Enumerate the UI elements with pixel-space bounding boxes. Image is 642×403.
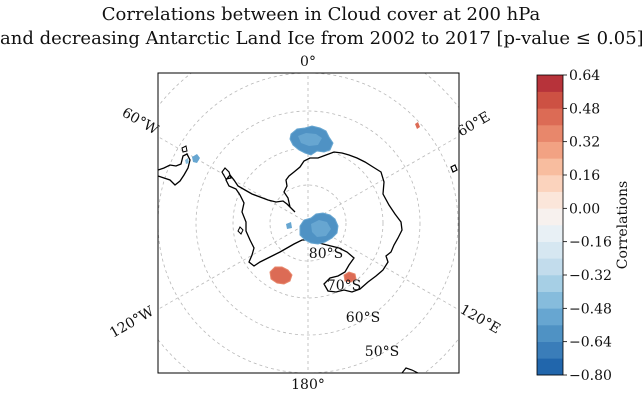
- colorbar-segment-11: [537, 175, 563, 192]
- lon-label-60e: 60°E: [455, 109, 493, 140]
- colorbar-segment-4: [537, 292, 563, 309]
- colorbar-segment-15: [537, 108, 563, 125]
- colorbar-segment-16: [537, 92, 563, 109]
- colorbar-tick-label-9: −0.80: [569, 368, 612, 384]
- colorbar-segment-12: [537, 158, 563, 175]
- colorbar-segment-13: [537, 142, 563, 159]
- colorbar-segment-9: [537, 208, 563, 225]
- colorbar-segment-6: [537, 258, 563, 275]
- colorbar-tick-label-8: −0.64: [569, 335, 612, 351]
- colorbar-segment-10: [537, 192, 563, 209]
- colorbar-tick-label-3: 0.16: [569, 168, 600, 184]
- colorbar-segment-2: [537, 325, 563, 342]
- colorbar-ticks: 0.64 0.48 0.32 0.16 0.00 −0.16 −0.32 −0.48 −0.64…: [563, 68, 612, 384]
- colorbar-tick-label-1: 0.48: [569, 101, 600, 117]
- lon-label-120e: 120°E: [457, 302, 503, 338]
- colorbar-tick-label-4: 0.00: [569, 201, 600, 217]
- colorbar-tick-label-2: 0.32: [569, 135, 600, 151]
- colorbar-segment-3: [537, 308, 563, 325]
- lon-label-180: 180°: [291, 377, 325, 393]
- lat-label-80s: 80°S: [309, 246, 343, 262]
- colorbar-segment-8: [537, 225, 563, 242]
- lon-label-60w: 60°W: [119, 105, 161, 139]
- lat-label-60s: 60°S: [346, 310, 380, 326]
- colorbar-label: Correlations: [615, 181, 631, 269]
- lon-label-0: 0°: [300, 54, 316, 70]
- colorbar-segment-5: [537, 275, 563, 292]
- colorbar-segment-14: [537, 125, 563, 142]
- lat-label-50s: 50°S: [365, 344, 399, 360]
- lon-label-120w: 120°W: [107, 303, 157, 341]
- colorbar-tick-label-7: −0.48: [569, 301, 612, 317]
- colorbar-segment-0: [537, 358, 563, 375]
- colorbar: [537, 75, 563, 375]
- colorbar-segment-17: [537, 75, 563, 92]
- colorbar-tick-label-5: −0.16: [569, 235, 612, 251]
- lat-label-70s: 70°S: [327, 278, 361, 294]
- colorbar-tick-label-0: 0.64: [569, 68, 600, 84]
- colorbar-segment-7: [537, 242, 563, 259]
- colorbar-segment-1: [537, 342, 563, 359]
- colorbar-tick-label-6: −0.32: [569, 268, 612, 284]
